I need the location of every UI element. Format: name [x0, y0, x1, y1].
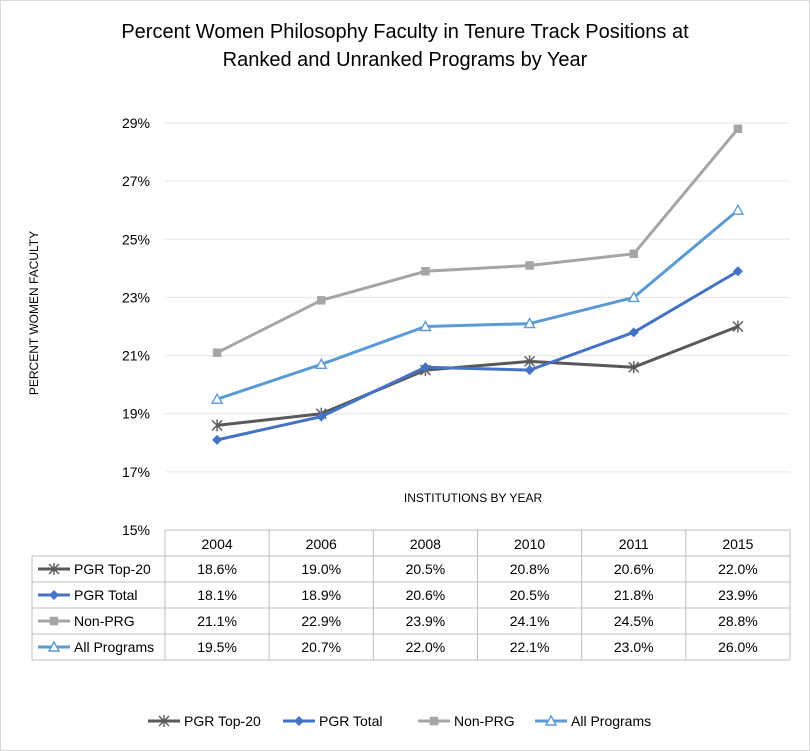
- table-cell-pgr-top-20-2008: 20.5%: [406, 561, 446, 577]
- table-row-label-non-prg: Non-PRG: [74, 613, 135, 629]
- table-header-2010: 2010: [514, 536, 545, 552]
- table-header-2015: 2015: [722, 536, 753, 552]
- point-pgr-top-20-2015: [732, 320, 744, 333]
- point-non-prg-2010: [525, 261, 534, 270]
- point-all-programs-2011: [627, 290, 640, 303]
- table-header-2004: 2004: [202, 536, 233, 552]
- y-tick-label: 21%: [122, 348, 150, 364]
- legend-label-non-prg: Non-PRG: [454, 713, 515, 729]
- table-cell-pgr-top-20-2010: 20.8%: [510, 561, 550, 577]
- table-cell-non-prg-2011: 24.5%: [614, 613, 654, 629]
- table-key-marker-pgr-total: [49, 590, 59, 600]
- point-non-prg-2015: [733, 124, 743, 134]
- table-cell-pgr-top-20-2004: 18.6%: [197, 561, 237, 577]
- table-cell-pgr-total-2011: 21.8%: [614, 587, 654, 603]
- y-tick-label: 23%: [122, 289, 150, 305]
- table-row-label-all-programs: All Programs: [74, 639, 154, 655]
- point-pgr-top-20-2011: [628, 361, 640, 374]
- table-header-2006: 2006: [306, 536, 337, 552]
- y-tick-label: 19%: [122, 406, 150, 422]
- point-all-programs-2004: [210, 392, 224, 404]
- table-cell-all-programs-2015: 26.0%: [718, 639, 758, 655]
- y-tick-label: 25%: [122, 231, 150, 247]
- point-pgr-total-2011: [628, 327, 639, 338]
- y-tick-label: 27%: [122, 173, 150, 189]
- table-cell-non-prg-2004: 21.1%: [197, 613, 237, 629]
- chart-title-line-1: Percent Women Philosophy Faculty in Tenu…: [121, 21, 689, 43]
- table-row-label-pgr-top-20: PGR Top-20: [74, 561, 151, 577]
- table-cell-non-prg-2015: 28.8%: [718, 613, 758, 629]
- point-all-programs-2015: [731, 203, 745, 215]
- table-cell-non-prg-2008: 23.9%: [406, 613, 446, 629]
- table-key-marker-non-prg: [49, 616, 59, 626]
- table-cell-pgr-total-2004: 18.1%: [197, 587, 237, 603]
- point-all-programs-2008: [419, 320, 432, 332]
- point-pgr-top-20-2004: [211, 419, 223, 432]
- table-cell-all-programs-2011: 23.0%: [614, 639, 654, 655]
- y-tick-label: 29%: [122, 115, 150, 131]
- point-non-prg-2008: [421, 267, 430, 276]
- y-tick-label: 17%: [122, 464, 150, 480]
- x-axis-label: INSTITUTIONS BY YEAR: [404, 491, 543, 505]
- series-line-pgr-total: [216, 269, 739, 442]
- table-row-label-pgr-total: PGR Total: [74, 587, 138, 603]
- table-cell-all-programs-2008: 22.0%: [406, 639, 446, 655]
- table-cell-pgr-total-2015: 23.9%: [718, 587, 758, 603]
- table-cell-pgr-total-2006: 18.9%: [301, 587, 341, 603]
- table-cell-pgr-total-2008: 20.6%: [406, 587, 446, 603]
- legend-marker-non-prg: [429, 716, 439, 726]
- table-cell-all-programs-2004: 19.5%: [197, 639, 237, 655]
- legend-label-pgr-total: PGR Total: [319, 713, 383, 729]
- table-cell-non-prg-2010: 24.1%: [510, 613, 550, 629]
- table-cell-pgr-top-20-2006: 19.0%: [301, 561, 341, 577]
- series-line-non-prg: [216, 127, 740, 355]
- legend-marker-pgr-top-20: [158, 715, 170, 727]
- y-axis-label: PERCENT WOMEN FACULTY: [27, 231, 41, 395]
- table-key-marker-pgr-top-20: [48, 563, 60, 575]
- table-cell-all-programs-2006: 20.7%: [301, 639, 341, 655]
- table-cell-all-programs-2010: 22.1%: [510, 639, 550, 655]
- legend-marker-all-programs: [544, 714, 558, 726]
- point-all-programs-2010: [523, 317, 536, 329]
- point-non-prg-2004: [212, 348, 222, 357]
- chart-title-line-2: Ranked and Unranked Programs by Year: [223, 49, 588, 71]
- legend-label-all-programs: All Programs: [571, 713, 651, 729]
- legend-label-pgr-top-20: PGR Top-20: [184, 713, 261, 729]
- y-tick-label: 15%: [122, 522, 150, 538]
- series-line-all-programs: [216, 209, 739, 401]
- point-all-programs-2006: [315, 357, 328, 369]
- point-pgr-total-2015: [732, 266, 743, 277]
- point-non-prg-2006: [317, 296, 326, 305]
- point-non-prg-2011: [629, 249, 638, 259]
- legend-marker-pgr-total: [294, 716, 304, 726]
- table-cell-non-prg-2006: 22.9%: [301, 613, 341, 629]
- table-header-2011: 2011: [619, 536, 649, 552]
- table-cell-pgr-total-2010: 20.5%: [510, 587, 550, 603]
- series-line-pgr-top-20: [216, 325, 739, 427]
- table-header-2008: 2008: [410, 536, 441, 552]
- point-pgr-total-2008: [420, 362, 431, 373]
- point-pgr-total-2006: [316, 411, 327, 422]
- table-cell-pgr-top-20-2015: 22.0%: [718, 561, 758, 577]
- table-key-marker-all-programs: [47, 640, 61, 652]
- point-pgr-total-2010: [524, 365, 535, 376]
- table-cell-pgr-top-20-2011: 20.6%: [614, 561, 654, 577]
- point-pgr-total-2004: [212, 434, 223, 445]
